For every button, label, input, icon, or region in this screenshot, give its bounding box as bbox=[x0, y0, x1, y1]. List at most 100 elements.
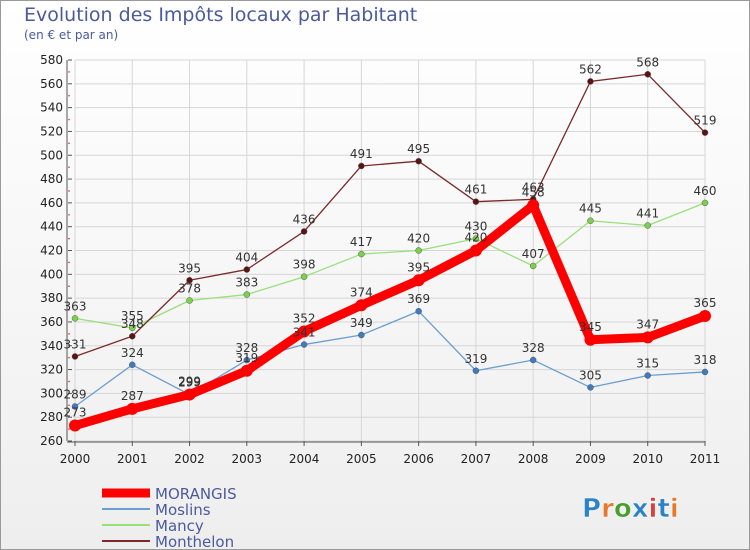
point-morangis-2007 bbox=[469, 244, 482, 257]
data-label-mancy-2007: 430 bbox=[464, 220, 487, 234]
y-minor-tick bbox=[68, 309, 70, 311]
y-tick-label: 380 bbox=[40, 291, 63, 305]
data-label-monthelon-2009: 562 bbox=[579, 62, 602, 76]
grid bbox=[74, 59, 706, 442]
data-label-morangis-2001: 287 bbox=[121, 389, 144, 403]
data-label-monthelon-2000: 331 bbox=[64, 337, 87, 351]
y-minor-tick bbox=[68, 71, 70, 73]
y-tick-label: 340 bbox=[40, 339, 63, 353]
data-label-monthelon-2010: 568 bbox=[636, 55, 659, 69]
legend-label-moslins: Moslins bbox=[155, 501, 211, 519]
data-label-morangis-2000: 273 bbox=[64, 406, 87, 420]
data-label-monthelon-2007: 461 bbox=[464, 183, 487, 197]
x-tick-label: 2001 bbox=[117, 452, 148, 466]
point-mancy-2000 bbox=[71, 315, 79, 322]
y-tick-label: 360 bbox=[40, 315, 63, 329]
data-label-moslins-2008: 328 bbox=[522, 341, 545, 355]
point-morangis-2008 bbox=[527, 199, 540, 212]
data-label-mancy-2010: 441 bbox=[636, 206, 659, 220]
data-label-mancy-2000: 363 bbox=[64, 299, 87, 313]
point-mancy-2009 bbox=[587, 217, 594, 224]
legend-label-morangis: MORANGIS bbox=[155, 485, 237, 503]
point-moslins-2006 bbox=[415, 307, 422, 315]
x-tick-label: 2003 bbox=[232, 452, 263, 466]
point-moslins-2010 bbox=[644, 372, 651, 379]
data-label-mancy-2011: 460 bbox=[694, 184, 717, 198]
data-label-morangis-2002: 299 bbox=[178, 375, 201, 389]
point-monthelon-2003 bbox=[243, 266, 251, 273]
data-label-morangis-2006: 395 bbox=[407, 260, 430, 274]
point-morangis-2006 bbox=[412, 274, 425, 287]
point-mancy-2003 bbox=[243, 291, 251, 298]
data-label-mancy-2009: 445 bbox=[579, 202, 602, 216]
y-minor-tick bbox=[68, 94, 70, 97]
y-minor-tick bbox=[68, 404, 70, 407]
data-label-mancy-2006: 420 bbox=[407, 232, 430, 246]
point-moslins-2009 bbox=[587, 384, 594, 391]
point-mancy-2008 bbox=[529, 262, 537, 270]
data-label-mancy-2002: 378 bbox=[178, 282, 201, 296]
point-moslins-2008 bbox=[529, 356, 537, 364]
proxiti-letter: i bbox=[670, 494, 679, 524]
y-minor-tick bbox=[68, 261, 70, 264]
legend-label-mancy: Mancy bbox=[155, 517, 204, 535]
y-minor-tick bbox=[68, 213, 70, 216]
series-line-moslins bbox=[74, 310, 706, 408]
y-tick-label: 320 bbox=[40, 363, 63, 377]
data-label-moslins-2000: 289 bbox=[64, 387, 87, 401]
y-minor-tick bbox=[68, 166, 70, 168]
data-label-monthelon-2006: 495 bbox=[407, 142, 430, 156]
point-mancy-2001 bbox=[129, 324, 136, 332]
data-label-morangis-2009: 345 bbox=[579, 320, 602, 334]
series-line-monthelon bbox=[74, 73, 706, 358]
point-mancy-2002 bbox=[186, 297, 193, 304]
point-moslins-2003 bbox=[243, 356, 251, 364]
y-minor-tick bbox=[68, 333, 70, 335]
data-label-morangis-2004: 352 bbox=[293, 311, 316, 325]
point-morangis-2004 bbox=[298, 325, 311, 338]
data-label-morangis-2007: 420 bbox=[464, 231, 487, 245]
data-label-monthelon-2008: 463 bbox=[522, 180, 545, 194]
data-label-monthelon-2004: 436 bbox=[293, 212, 316, 226]
series-line-mancy bbox=[74, 202, 706, 329]
proxiti-letter: r bbox=[601, 494, 614, 524]
x-tick-label: 2004 bbox=[289, 452, 320, 466]
data-label-mancy-2001: 355 bbox=[121, 309, 144, 323]
point-morangis-2002 bbox=[183, 388, 196, 401]
point-moslins-2011 bbox=[701, 368, 709, 376]
data-label-morangis-2005: 374 bbox=[350, 285, 373, 299]
data-label-moslins-2004: 341 bbox=[293, 326, 316, 340]
point-moslins-2005 bbox=[358, 331, 365, 339]
y-tick-label: 260 bbox=[40, 434, 63, 448]
y-minor-tick bbox=[68, 118, 70, 121]
y-tick-label: 500 bbox=[40, 148, 63, 162]
point-mancy-2007 bbox=[472, 235, 480, 242]
data-label-moslins-2010: 315 bbox=[636, 357, 659, 371]
x-tick-label: 2007 bbox=[461, 452, 492, 466]
data-label-monthelon-2005: 491 bbox=[350, 147, 373, 161]
y-tick-label: 460 bbox=[40, 196, 63, 210]
data-label-morangis-2011: 365 bbox=[694, 296, 717, 310]
data-label-morangis-2003: 319 bbox=[235, 351, 258, 365]
data-label-morangis-2010: 347 bbox=[636, 317, 659, 331]
point-morangis-2005 bbox=[355, 299, 368, 312]
y-minor-tick bbox=[68, 237, 70, 240]
x-tick-label: 2002 bbox=[174, 452, 205, 466]
data-label-monthelon-2011: 519 bbox=[694, 114, 717, 128]
chart-subtitle: (en € et par an) bbox=[24, 28, 119, 42]
y-tick-label: 280 bbox=[40, 410, 63, 424]
point-morangis-2001 bbox=[126, 402, 139, 415]
data-label-monthelon-2002: 395 bbox=[178, 261, 201, 275]
point-morangis-2011 bbox=[699, 309, 711, 322]
data-label-moslins-2001: 324 bbox=[121, 346, 144, 360]
y-tick-label: 480 bbox=[40, 172, 63, 186]
data-label-monthelon-2001: 348 bbox=[121, 317, 144, 331]
series-line-morangis bbox=[70, 200, 710, 431]
point-morangis-2009 bbox=[584, 333, 597, 346]
point-morangis-2010 bbox=[641, 331, 654, 344]
point-moslins-2000 bbox=[71, 403, 79, 410]
x-tick-label: 2009 bbox=[575, 452, 606, 466]
